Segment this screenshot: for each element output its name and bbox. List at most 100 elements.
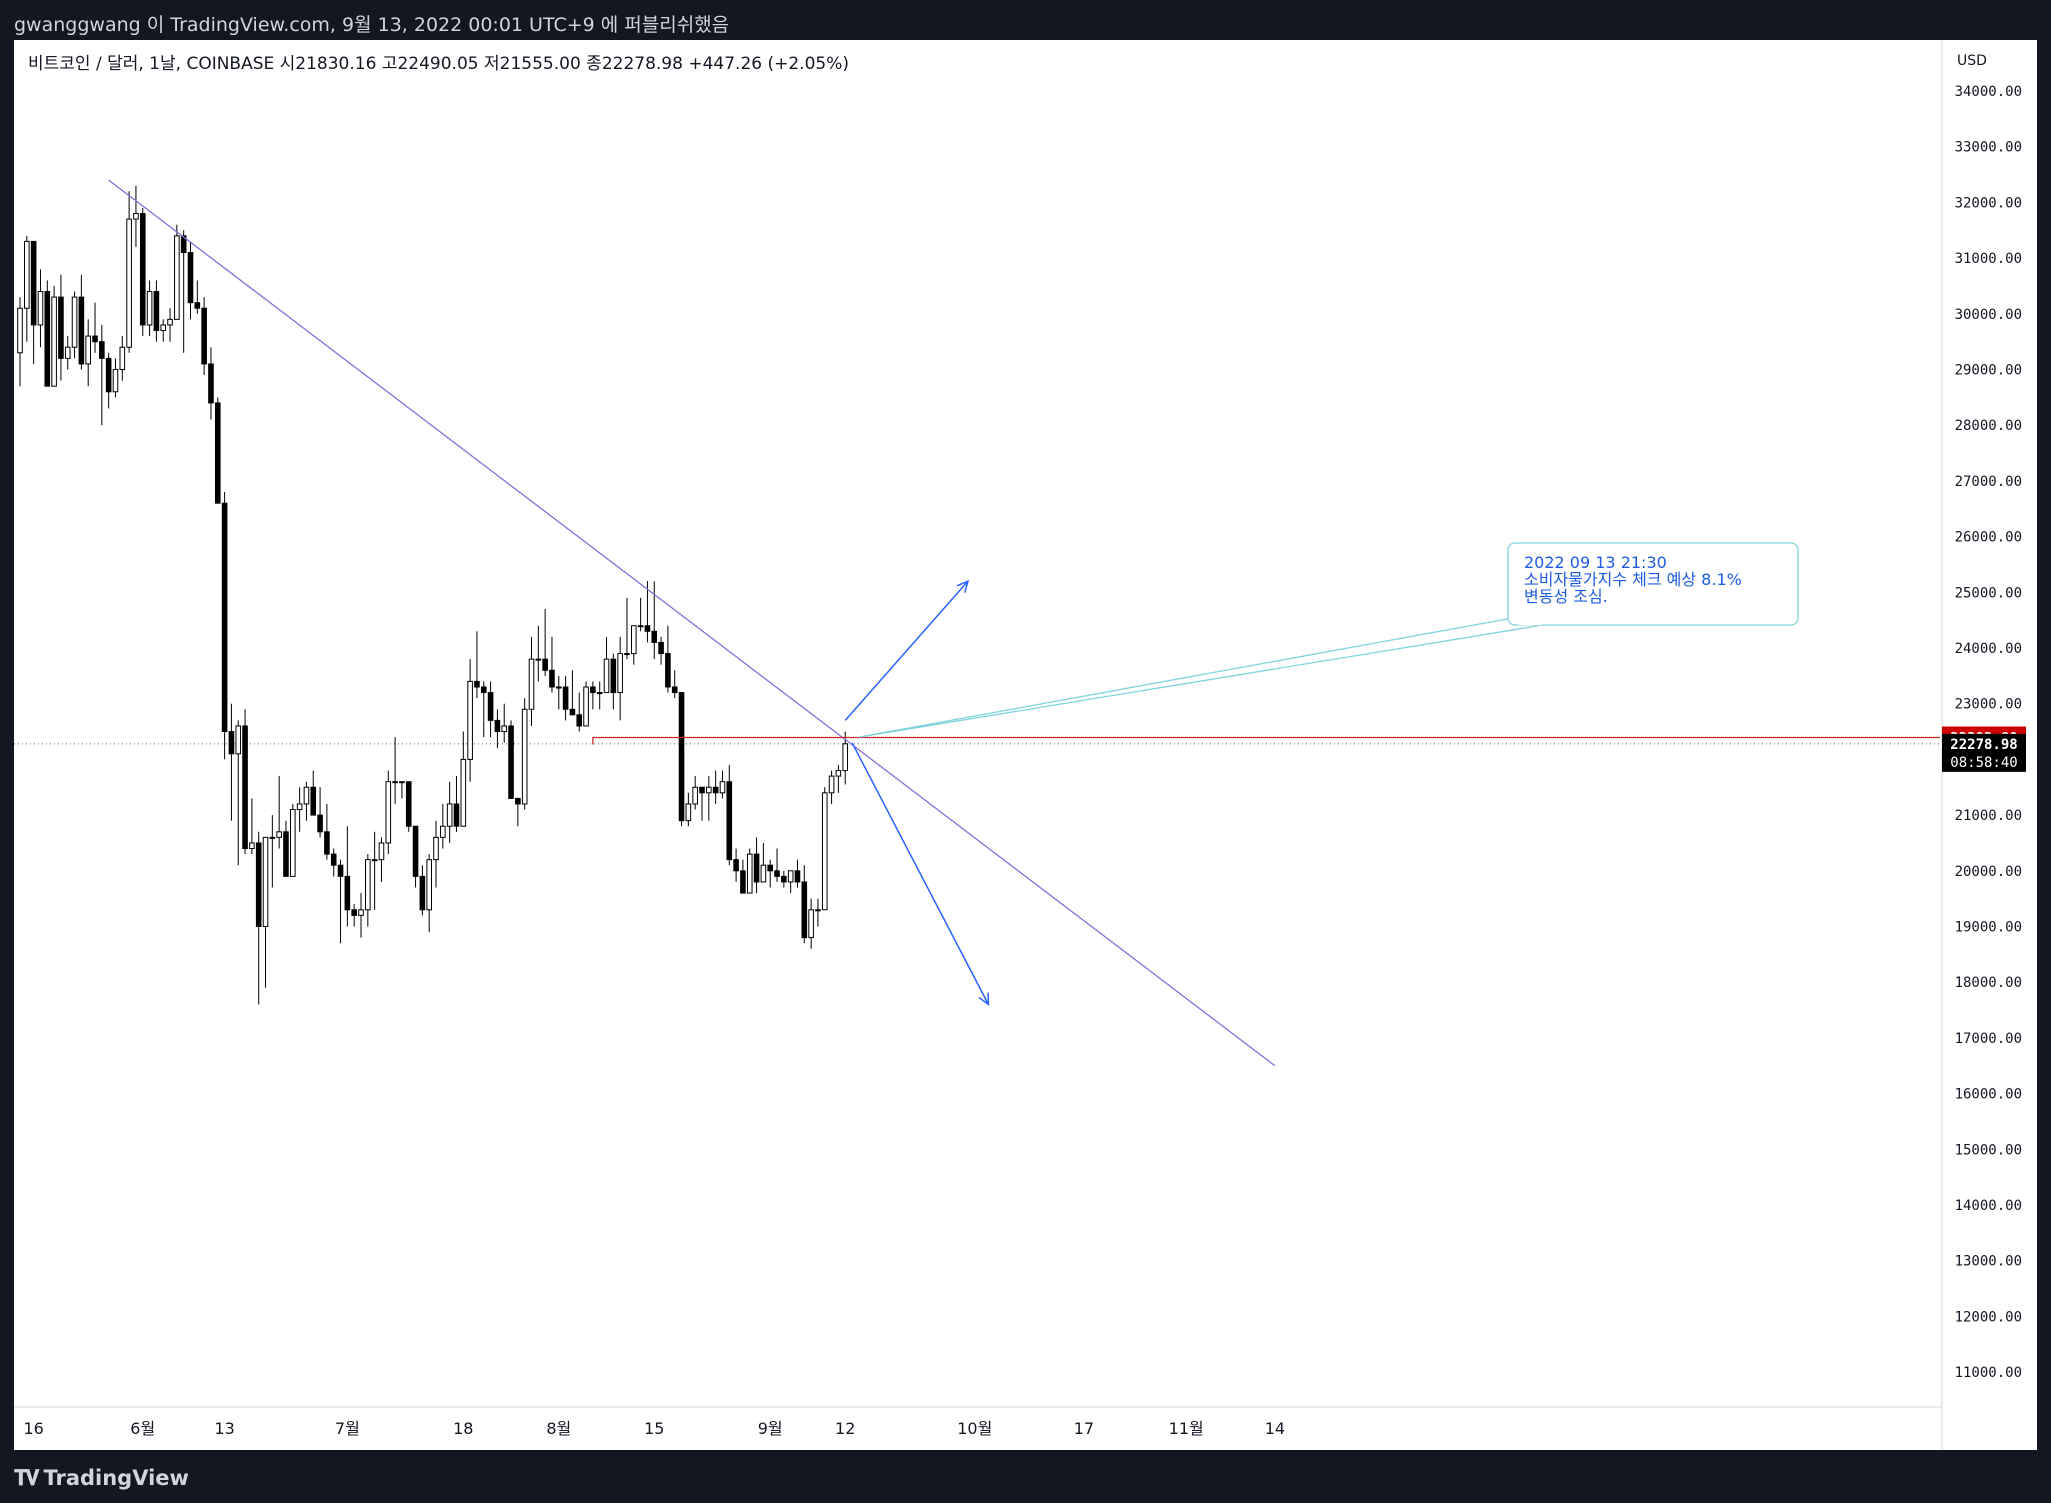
- candle-body: [658, 641, 664, 655]
- y-tick-label: 24000.00: [1955, 641, 2022, 657]
- trend-line: [108, 179, 1276, 1067]
- y-tick-label: 21000.00: [1955, 808, 2022, 824]
- y-tick-label: 11000.00: [1955, 1365, 2022, 1381]
- x-tick-label: 8월: [546, 1419, 571, 1438]
- candle-body: [385, 781, 392, 844]
- candle-body: [426, 859, 432, 911]
- candle-body: [562, 686, 569, 710]
- callout-box: [1507, 542, 1799, 626]
- candle-body: [726, 781, 733, 861]
- tradingview-logo[interactable]: 𝐓𝐕 TradingView: [14, 1466, 189, 1491]
- candle-body: [767, 864, 774, 872]
- candle-body: [712, 786, 719, 794]
- candle-body: [467, 680, 473, 760]
- x-tick-label: 14: [1265, 1419, 1285, 1438]
- x-tick-label: 18: [453, 1419, 473, 1438]
- candle-body: [399, 781, 405, 784]
- candle-body: [296, 803, 303, 811]
- y-tick-label: 26000.00: [1955, 530, 2022, 546]
- candle-body: [794, 870, 801, 883]
- candle-body: [337, 864, 344, 877]
- candle-body: [201, 307, 207, 365]
- candle-body: [255, 842, 262, 928]
- candle-body: [508, 725, 514, 799]
- candle-body: [324, 831, 330, 855]
- candle-body: [290, 809, 296, 877]
- candle-body: [378, 842, 385, 861]
- currency-label: USD: [1957, 53, 1987, 69]
- candle-body: [528, 658, 535, 710]
- candle-body: [446, 803, 453, 827]
- arrow-head: [978, 992, 990, 1007]
- symbol-legend-part: 22278.98: [602, 54, 689, 74]
- candle-body: [631, 625, 637, 655]
- candle-body: [371, 859, 378, 862]
- candle-body: [671, 686, 678, 694]
- candle-body: [740, 870, 746, 894]
- candle-body: [99, 341, 105, 359]
- candle-body: [365, 859, 371, 911]
- candle-body: [187, 252, 194, 304]
- candle-body: [821, 792, 828, 911]
- x-tick-label: 10월: [957, 1419, 992, 1438]
- candle-body: [78, 296, 85, 365]
- candle-body: [665, 653, 671, 688]
- candle-body: [801, 881, 808, 939]
- candle-body: [133, 213, 139, 220]
- candle-body: [71, 296, 78, 348]
- symbol-legend-part: 21830.16: [295, 54, 382, 74]
- candle-body: [419, 875, 426, 911]
- candle-body: [17, 307, 23, 354]
- symbol-legend-part: 시: [280, 54, 296, 74]
- y-tick-label: 14000.00: [1955, 1198, 2022, 1214]
- x-tick-label: 17: [1074, 1419, 1094, 1438]
- projection-arrow: [844, 580, 969, 721]
- candle-body: [515, 797, 521, 805]
- x-tick-label: 11월: [1169, 1419, 1204, 1438]
- candle-body: [358, 909, 364, 916]
- x-tick-label: 9월: [758, 1419, 783, 1438]
- candle-body: [808, 909, 814, 939]
- x-tick-label: 7월: [335, 1419, 360, 1438]
- candle-body: [440, 825, 446, 838]
- publisher-line: gwanggwang 이 TradingView.com, 9월 13, 202…: [14, 14, 730, 36]
- candle-body: [262, 836, 269, 928]
- candle-body: [344, 875, 351, 911]
- candle-body: [249, 842, 255, 850]
- y-tick-label: 12000.00: [1955, 1309, 2022, 1325]
- symbol-legend-part: 고: [382, 54, 398, 74]
- candle-body: [535, 658, 542, 661]
- candle-body: [583, 686, 589, 727]
- y-tick-label: 30000.00: [1955, 307, 2022, 323]
- last-price-text: 22278.98: [1950, 737, 2017, 753]
- candle-body: [480, 686, 487, 694]
- y-tick-label: 18000.00: [1955, 975, 2022, 991]
- y-tick-label: 27000.00: [1955, 474, 2022, 490]
- candle-body: [139, 213, 146, 326]
- candle-body: [746, 853, 753, 894]
- candle-body: [58, 296, 64, 359]
- candle-body: [549, 669, 555, 688]
- candle-body: [30, 240, 37, 326]
- candle-body: [412, 825, 419, 877]
- candle-body: [392, 781, 398, 784]
- callout-text: 소비자물가지수 체크 예상 8.1%: [1524, 570, 1742, 589]
- y-tick-label: 34000.00: [1955, 84, 2022, 100]
- tradingview-logo-icon: 𝐓𝐕: [14, 1466, 39, 1490]
- symbol-legend-part: +447.26 (+2.05%): [688, 54, 849, 74]
- candle-body: [160, 324, 167, 332]
- candle-body: [119, 346, 126, 371]
- y-tick-label: 28000.00: [1955, 418, 2022, 434]
- candle-body: [167, 318, 173, 326]
- candle-body: [85, 335, 92, 365]
- candle-body: [194, 302, 201, 309]
- candle-body: [221, 502, 228, 733]
- candle-body: [44, 291, 51, 387]
- candle-body: [242, 725, 248, 850]
- candle-body: [214, 402, 221, 504]
- symbol-legend-part: 21555.00: [500, 54, 587, 74]
- y-tick-label: 16000.00: [1955, 1087, 2022, 1103]
- candle-body: [521, 708, 528, 805]
